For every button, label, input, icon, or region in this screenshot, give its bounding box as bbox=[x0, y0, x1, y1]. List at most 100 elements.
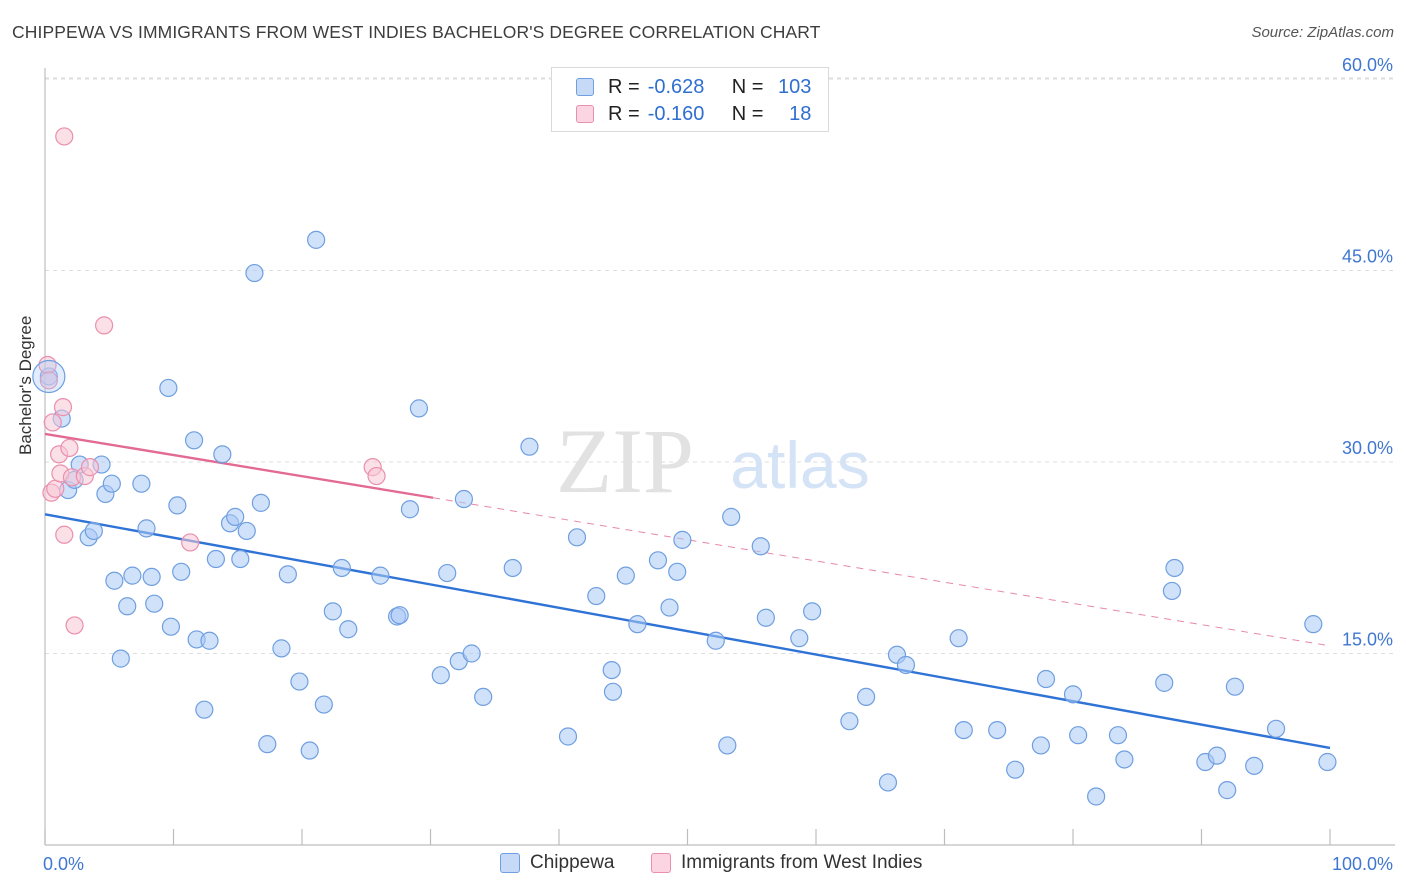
chippewa-point bbox=[258, 735, 277, 754]
chart-title: CHIPPEWA VS IMMIGRANTS FROM WEST INDIES … bbox=[12, 22, 821, 42]
chippewa-point bbox=[1218, 781, 1237, 800]
bottom-legend-label: Chippewa bbox=[530, 852, 615, 873]
chippewa-point bbox=[1304, 615, 1323, 634]
chippewa-point bbox=[1245, 756, 1264, 775]
chippewa-point bbox=[251, 493, 270, 512]
chippewa-point bbox=[706, 631, 725, 650]
chippewa-point bbox=[102, 474, 121, 493]
chippewa-point bbox=[954, 720, 973, 740]
chippewa-point bbox=[200, 631, 219, 650]
chippewa-point bbox=[1225, 677, 1245, 696]
legend-swatch-blue bbox=[576, 78, 594, 96]
chippewa-point bbox=[648, 551, 668, 570]
chippewa-point bbox=[1165, 558, 1184, 578]
chippewa-point bbox=[431, 666, 450, 685]
chippewa-point bbox=[878, 773, 898, 792]
chippewa-point bbox=[226, 507, 245, 526]
chippewa-point bbox=[988, 720, 1007, 740]
chippewa-point bbox=[438, 563, 457, 583]
bottom-legend-swatch-pink bbox=[651, 853, 671, 873]
chippewa-point bbox=[290, 672, 309, 691]
west-indies-trendline-extension bbox=[432, 497, 1331, 647]
chippewa-point bbox=[454, 489, 474, 509]
chippewa-point bbox=[145, 594, 164, 613]
chippewa-point bbox=[400, 500, 420, 519]
chippewa-point bbox=[673, 530, 692, 549]
chippewa-point bbox=[184, 431, 204, 450]
chippewa-point bbox=[390, 606, 409, 625]
chippewa-point bbox=[668, 562, 687, 581]
chippewa-trendline bbox=[44, 513, 1331, 750]
chippewa-point bbox=[332, 558, 351, 578]
chippewa-point bbox=[520, 437, 539, 456]
chippewa-point bbox=[474, 687, 493, 707]
west-indies-point bbox=[43, 413, 62, 432]
data-points bbox=[32, 127, 1337, 806]
bottom-legend-west-indies: Immigrants from West Indies bbox=[651, 852, 922, 874]
chippewa-point bbox=[840, 712, 859, 731]
chippewa-point bbox=[339, 620, 358, 639]
chippewa-point bbox=[307, 230, 326, 249]
chippewa-point bbox=[159, 378, 178, 398]
chippewa-point bbox=[272, 639, 291, 658]
west-indies-trendline bbox=[44, 432, 434, 499]
chippewa-point bbox=[603, 682, 623, 701]
legend-box: R = -0.628 N = 103 R = -0.160 N = 18 bbox=[551, 67, 829, 132]
chippewa-point bbox=[857, 687, 876, 707]
chippewa-point bbox=[231, 549, 250, 569]
west-indies-point bbox=[60, 438, 79, 458]
watermark: ZIP atlas bbox=[556, 410, 870, 512]
chippewa-point bbox=[558, 727, 578, 746]
x-tick-label: 0.0% bbox=[43, 854, 84, 874]
y-tick-label: 15.0% bbox=[1342, 630, 1393, 650]
legend-n-label: N = bbox=[731, 102, 764, 125]
chippewa-point bbox=[172, 562, 191, 581]
chippewa-point bbox=[1207, 746, 1227, 765]
bottom-legend-chippewa: Chippewa bbox=[500, 852, 615, 874]
legend-row-west-indies: R = -0.160 N = 18 bbox=[576, 101, 811, 127]
chippewa-point bbox=[567, 528, 587, 547]
west-indies-point bbox=[65, 616, 84, 635]
chippewa-point bbox=[118, 597, 137, 616]
chippewa-point bbox=[1069, 726, 1088, 745]
chippewa-point bbox=[168, 496, 187, 515]
gridlines bbox=[45, 77, 1395, 654]
chippewa-point bbox=[1115, 750, 1134, 769]
chippewa-point bbox=[616, 566, 635, 585]
y-axis-label: Bachelor's Degree bbox=[16, 315, 35, 455]
legend-r-label: R = bbox=[608, 75, 640, 98]
chippewa-point bbox=[123, 566, 142, 585]
west-indies-point bbox=[55, 127, 74, 146]
chippewa-point bbox=[803, 602, 822, 621]
chippewa-point bbox=[1063, 685, 1083, 704]
chippewa-point bbox=[278, 565, 297, 584]
west-indies-point bbox=[80, 458, 100, 477]
bottom-legend: Chippewa Immigrants from West Indies bbox=[0, 852, 1406, 878]
watermark-zip: ZIP bbox=[556, 410, 694, 512]
chippewa-point bbox=[790, 629, 809, 648]
legend-n-label: N = bbox=[731, 75, 764, 98]
chippewa-point bbox=[1318, 752, 1337, 772]
chippewa-point bbox=[111, 649, 130, 668]
y-tick-label: 30.0% bbox=[1342, 438, 1393, 458]
chippewa-point bbox=[896, 655, 916, 675]
bottom-legend-label: Immigrants from West Indies bbox=[681, 852, 923, 873]
legend-swatch-pink bbox=[576, 105, 594, 123]
trendlines bbox=[44, 432, 1331, 750]
chippewa-point bbox=[132, 474, 151, 493]
axes bbox=[44, 68, 1395, 846]
chippewa-point bbox=[142, 567, 161, 587]
chippewa-point bbox=[161, 617, 181, 636]
west-indies-point bbox=[95, 316, 114, 335]
chippewa-point bbox=[1108, 726, 1128, 745]
chippewa-point bbox=[371, 566, 390, 585]
chippewa-point bbox=[462, 644, 481, 663]
x-tick-label: 100.0% bbox=[1332, 854, 1393, 874]
legend-r-label: R = bbox=[608, 102, 640, 125]
chippewa-point bbox=[137, 519, 156, 538]
chippewa-point bbox=[105, 571, 124, 590]
chippewa-point bbox=[1036, 669, 1056, 689]
chippewa-point bbox=[602, 660, 621, 680]
legend-r-value: -0.628 bbox=[647, 75, 705, 98]
